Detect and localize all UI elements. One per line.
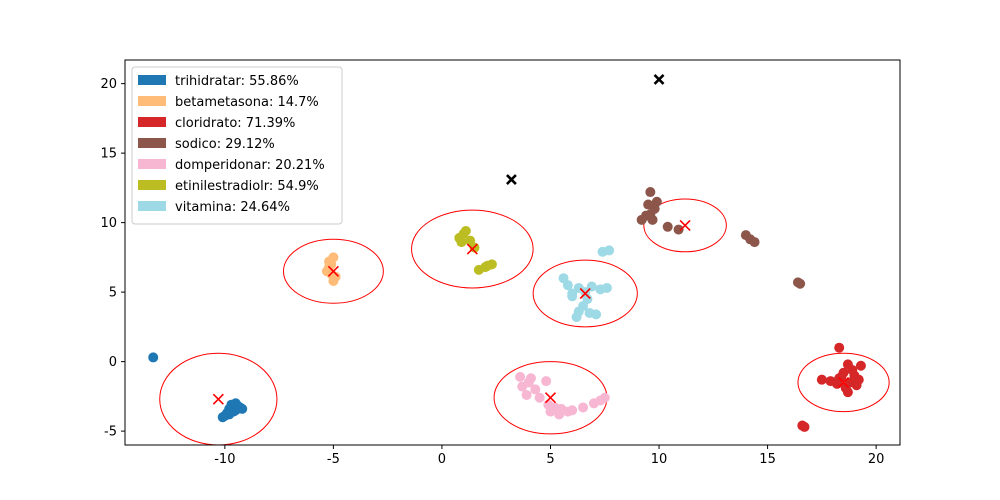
- y-tick-label: 0: [109, 355, 117, 370]
- legend: trihidratar: 55.86% betametasona: 14.7% cl…: [131, 66, 343, 225]
- x-tick-label: 10: [651, 452, 668, 467]
- legend-swatch: [138, 138, 166, 148]
- data-point: [237, 403, 248, 414]
- centroid-marker: [837, 376, 850, 389]
- data-point: [217, 412, 228, 423]
- data-point: [855, 360, 866, 371]
- x-tick-label: 0: [438, 452, 446, 467]
- data-point: [567, 291, 578, 302]
- cluster-ellipse: [643, 198, 727, 253]
- centroid-marker: [544, 392, 557, 404]
- y-tick-label: -5: [104, 425, 117, 440]
- data-point: [645, 209, 656, 220]
- legend-label: trihidratar: 55.86%: [175, 74, 299, 89]
- y-axis: -5 0 5 10 15 20: [100, 77, 125, 440]
- legend-swatch: [138, 180, 166, 190]
- data-point: [148, 352, 159, 363]
- legend-label: sodico: 29.12%: [175, 137, 275, 152]
- legend-swatch: [138, 96, 166, 106]
- y-tick-label: 10: [100, 216, 117, 231]
- data-point: [230, 398, 241, 409]
- data-point: [521, 389, 532, 400]
- extra-markers: [505, 74, 665, 185]
- legend-label: vitamina: 24.64%: [175, 200, 290, 215]
- legend-label: cloridrato: 71.39%: [175, 116, 295, 131]
- data-point: [567, 405, 578, 416]
- centroid-markers: [212, 219, 850, 405]
- data-point: [636, 214, 647, 225]
- data-point: [645, 187, 656, 198]
- cluster-ellipse: [532, 259, 638, 328]
- data-point: [604, 245, 615, 256]
- legend-label: betametasona: 14.7%: [175, 95, 319, 110]
- data-point: [842, 387, 853, 398]
- data-point: [851, 380, 862, 391]
- y-tick-label: 20: [100, 77, 117, 92]
- data-point: [601, 282, 612, 293]
- data-point: [534, 392, 545, 403]
- centroid-marker: [579, 287, 591, 300]
- legend-swatch: [138, 117, 166, 127]
- x-tick-label: 20: [868, 452, 885, 467]
- data-point: [578, 402, 589, 413]
- data-points: [148, 187, 866, 432]
- extra-marker: [505, 174, 517, 185]
- centroid-marker: [327, 265, 339, 277]
- data-point: [834, 342, 845, 353]
- data-point: [482, 260, 493, 271]
- data-point: [749, 237, 760, 248]
- data-point: [599, 392, 610, 403]
- x-tick-label: -10: [214, 452, 235, 467]
- legend-box: [131, 66, 343, 225]
- legend-swatch: [138, 159, 166, 169]
- data-point: [554, 409, 565, 420]
- data-point: [545, 406, 556, 417]
- y-tick-label: 5: [109, 286, 117, 301]
- cluster-ellipse: [282, 238, 384, 304]
- data-point: [456, 237, 467, 248]
- legend-swatch: [138, 201, 166, 211]
- centroid-marker: [679, 219, 691, 231]
- data-point: [530, 384, 541, 395]
- data-point: [673, 224, 684, 235]
- x-tick-label: 15: [759, 452, 776, 467]
- x-tick-label: -5: [327, 452, 340, 467]
- data-point: [816, 374, 827, 385]
- legend-label: domperidonar: 20.21%: [175, 158, 325, 173]
- data-point: [591, 309, 602, 320]
- data-point: [799, 421, 810, 432]
- data-point: [571, 312, 582, 323]
- centroid-marker: [466, 243, 478, 255]
- x-tick-label: 5: [546, 452, 554, 467]
- data-point: [515, 371, 526, 382]
- data-point: [324, 256, 335, 267]
- centroid-marker: [212, 393, 224, 405]
- y-tick-label: 15: [100, 147, 117, 162]
- extra-marker: [653, 74, 665, 85]
- cluster-ellipse: [411, 209, 534, 289]
- plot-frame: [124, 59, 901, 446]
- legend-label: etinilestradiolr: 54.9%: [175, 179, 319, 194]
- data-point: [525, 373, 536, 384]
- data-point: [541, 376, 552, 387]
- x-axis: -10 -5 0 5 10 15 20: [214, 445, 884, 467]
- data-point: [795, 278, 806, 289]
- cluster-ellipse: [797, 352, 890, 413]
- data-point: [562, 280, 573, 291]
- legend-swatch: [138, 75, 166, 85]
- data-point: [651, 196, 662, 207]
- data-point: [662, 221, 673, 232]
